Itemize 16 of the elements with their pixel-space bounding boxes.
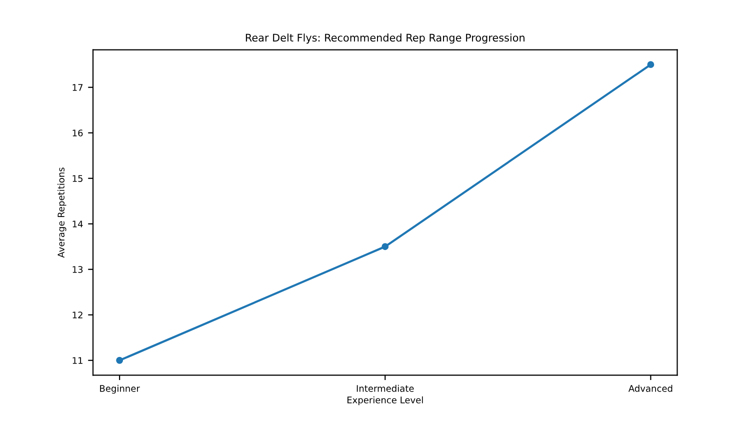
y-tick-label: 17 [72, 84, 83, 91]
y-tick-label: 11 [72, 357, 82, 364]
point [116, 356, 124, 364]
y-tick-label: 14 [72, 220, 83, 228]
x-tick-label: Beginner [100, 384, 140, 394]
chart-title: Rear Delt Flys: Recommended Rep Range Progression [246, 34, 524, 44]
y-tick-label: 15 [72, 175, 82, 182]
x-tick-label: Advanced [628, 384, 672, 392]
point [647, 61, 654, 68]
y-tick-label: 16 [72, 130, 83, 136]
x-axis-title: Experience Level [347, 396, 423, 406]
x-tick-label: Intermediate [356, 384, 414, 392]
y-tick-label: 12 [72, 312, 82, 318]
y-tick-label: 13 [72, 266, 83, 273]
point [382, 243, 389, 250]
y-axis-title: Average Repetitions [57, 168, 66, 258]
